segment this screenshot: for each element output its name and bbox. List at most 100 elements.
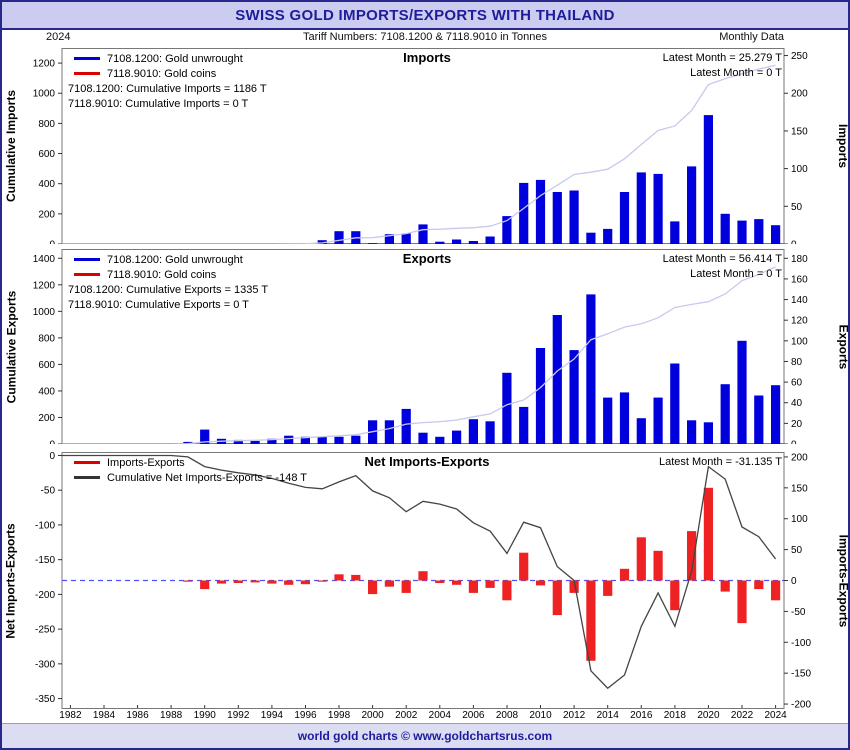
exports-left-axis-title: Cumulative Exports bbox=[3, 249, 19, 444]
frequency-label: Monthly Data bbox=[719, 31, 784, 43]
svg-text:200: 200 bbox=[38, 209, 55, 220]
svg-text:600: 600 bbox=[38, 360, 55, 371]
annotation-line: 7108.1200: Cumulative Exports = 1335 T bbox=[68, 284, 269, 296]
cumulative-net-swatch-icon bbox=[74, 476, 100, 479]
svg-text:-300: -300 bbox=[35, 659, 55, 670]
svg-text:60: 60 bbox=[791, 378, 803, 389]
svg-text:-100: -100 bbox=[791, 638, 811, 649]
x-tick-label: 2020 bbox=[697, 710, 720, 721]
title-bar: SWISS GOLD IMPORTS/EXPORTS WITH THAILAND bbox=[2, 2, 848, 30]
svg-text:200: 200 bbox=[791, 89, 808, 100]
svg-text:-50: -50 bbox=[791, 607, 806, 618]
svg-text:120: 120 bbox=[791, 316, 808, 327]
svg-text:100: 100 bbox=[791, 164, 808, 175]
imports-legend: 7108.1200: Gold unwrought 7118.9010: Gol… bbox=[74, 51, 243, 81]
svg-text:150: 150 bbox=[791, 483, 808, 494]
x-tick-label: 1992 bbox=[227, 710, 250, 721]
exports-legend: 7108.1200: Gold unwrought 7118.9010: Gol… bbox=[74, 252, 243, 282]
svg-text:20: 20 bbox=[791, 419, 803, 430]
x-tick-label: 2018 bbox=[663, 710, 686, 721]
svg-text:-100: -100 bbox=[35, 520, 55, 531]
legend-label: 7108.1200: Gold unwrought bbox=[107, 52, 243, 65]
chart-title: SWISS GOLD IMPORTS/EXPORTS WITH THAILAND bbox=[235, 6, 615, 24]
x-tick-label: 2008 bbox=[495, 710, 519, 721]
svg-text:160: 160 bbox=[791, 274, 808, 285]
x-tick-label: 1996 bbox=[294, 710, 317, 721]
x-tick-label: 1994 bbox=[260, 710, 283, 721]
legend-row: Cumulative Net Imports-Exports = -148 T bbox=[74, 470, 307, 485]
svg-text:1000: 1000 bbox=[33, 307, 56, 318]
x-tick-label: 2016 bbox=[630, 710, 653, 721]
net-left-axis-title: Net Imports-Exports bbox=[3, 452, 19, 709]
svg-text:0: 0 bbox=[791, 576, 797, 587]
net-bars-swatch-icon bbox=[74, 461, 100, 464]
x-tick-label: 2006 bbox=[462, 710, 485, 721]
x-tick-label: 2022 bbox=[730, 710, 754, 721]
exports-plot: 0 200 400 600 800 1000 1200 1400 0 20 40 60 80 100 120… bbox=[2, 249, 848, 451]
imports-annotations: 7108.1200: Cumulative Imports = 1186 T 7… bbox=[68, 82, 267, 112]
svg-text:0: 0 bbox=[49, 440, 55, 445]
legend-label: 7118.9010: Gold coins bbox=[107, 67, 217, 80]
svg-text:1200: 1200 bbox=[33, 59, 56, 70]
svg-text:400: 400 bbox=[38, 179, 55, 190]
axis-title-text: Imports-Exports bbox=[836, 534, 850, 627]
latest-line: Latest Month = 0 T bbox=[690, 268, 782, 280]
x-tick-label: 1984 bbox=[92, 710, 116, 721]
x-tick-label: 1988 bbox=[160, 710, 183, 721]
net-panel: Net Imports-Exports Imports-Exports 0 -50… bbox=[2, 451, 850, 711]
svg-text:1000: 1000 bbox=[33, 89, 56, 100]
exports-bars bbox=[183, 294, 781, 444]
current-year-label: 2024 bbox=[46, 31, 71, 43]
svg-text:180: 180 bbox=[791, 254, 808, 265]
net-panel-title: Net Imports-Exports bbox=[364, 454, 490, 469]
svg-text:-250: -250 bbox=[35, 625, 55, 636]
imports-latest-month: Latest Month = 25.279 T Latest Month = 0… bbox=[663, 51, 782, 81]
legend-row: Imports-Exports bbox=[74, 455, 307, 470]
gold-unwrought-swatch-icon bbox=[74, 258, 100, 261]
svg-text:80: 80 bbox=[791, 357, 803, 368]
svg-text:-150: -150 bbox=[791, 669, 811, 680]
x-tick-label: 1998 bbox=[327, 710, 351, 721]
exports-cumulative-line bbox=[62, 266, 776, 445]
svg-text:-200: -200 bbox=[35, 590, 55, 601]
svg-text:150: 150 bbox=[791, 126, 808, 137]
x-tick-label: 2000 bbox=[361, 710, 384, 721]
annotation-line: 7108.1200: Cumulative Imports = 1186 T bbox=[68, 83, 267, 95]
svg-text:1400: 1400 bbox=[33, 254, 56, 265]
imports-panel: Cumulative Imports Imports 0 200 400 600 800… bbox=[2, 48, 848, 251]
imports-plot: 0 200 400 600 800 1000 1200 0 50 100 150 200 250 bbox=[2, 48, 848, 251]
legend-label: Imports-Exports bbox=[107, 456, 185, 469]
x-tick-label: 2004 bbox=[428, 710, 451, 721]
axis-title-text: Cumulative Imports bbox=[4, 89, 18, 203]
svg-text:1200: 1200 bbox=[33, 280, 56, 291]
latest-line: Latest Month = 56.414 T bbox=[662, 253, 782, 265]
net-plot: 0 -50 -100 -150 -200 -250 -300 -350 200 150 100 50 0… bbox=[2, 451, 848, 711]
gold-coins-swatch-icon bbox=[74, 273, 100, 276]
legend-row: 7118.9010: Gold coins bbox=[74, 267, 243, 282]
svg-text:140: 140 bbox=[791, 295, 808, 306]
svg-text:50: 50 bbox=[791, 202, 803, 213]
x-axis-labels: 1982 1984 1986 1988 1990 1992 1994 1996 1998 2000… bbox=[2, 709, 848, 724]
imports-bars bbox=[284, 115, 781, 244]
svg-text:250: 250 bbox=[791, 51, 808, 62]
tariff-numbers-label: Tariff Numbers: 7108.1200 & 7118.9010 in… bbox=[302, 31, 547, 43]
svg-text:200: 200 bbox=[38, 413, 55, 424]
net-bars bbox=[183, 487, 781, 661]
latest-line: Latest Month = -31.135 T bbox=[658, 456, 782, 468]
imports-panel-title: Imports bbox=[403, 50, 451, 65]
legend-row: 7108.1200: Gold unwrought bbox=[74, 51, 243, 66]
latest-line: Latest Month = 25.279 T bbox=[662, 52, 782, 64]
legend-label: 7108.1200: Gold unwrought bbox=[107, 253, 243, 266]
legend-row: 7118.9010: Gold coins bbox=[74, 66, 243, 81]
x-tick-label: 2014 bbox=[596, 710, 619, 721]
footer-credit: world gold charts © www.goldchartsrus.co… bbox=[297, 729, 553, 743]
svg-text:0: 0 bbox=[791, 440, 797, 445]
svg-text:100: 100 bbox=[791, 336, 808, 347]
axis-title-text: Exports bbox=[836, 324, 850, 369]
footer-bar: world gold charts © www.goldchartsrus.co… bbox=[2, 723, 848, 748]
svg-text:0: 0 bbox=[49, 240, 55, 245]
exports-annotations: 7108.1200: Cumulative Exports = 1335 T 7… bbox=[68, 283, 268, 313]
annotation-line: 7118.9010: Cumulative Imports = 0 T bbox=[68, 98, 249, 110]
x-tick-label: 2024 bbox=[764, 710, 787, 721]
